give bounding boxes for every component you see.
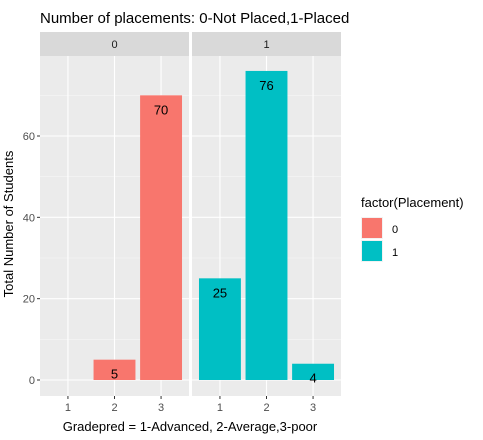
facet-strip <box>192 32 341 56</box>
y-tick-label: 60 <box>23 131 35 143</box>
data-label: 4 <box>309 371 316 386</box>
y-tick-label: 20 <box>23 294 35 306</box>
x-axis-label: Gradepred = 1-Advanced, 2-Average,3-poor <box>63 419 318 434</box>
facet-panels: 0 5 70 1 2 3 1 25 76 4 1 2 3 <box>40 32 341 414</box>
legend-title: factor(Placement) <box>361 195 464 210</box>
x-tick-label: 2 <box>111 402 117 414</box>
facet-strip-label: 1 <box>263 39 269 51</box>
bar-panel1-grade1 <box>198 278 241 380</box>
data-label: 25 <box>213 285 227 300</box>
x-tick-label: 1 <box>217 402 223 414</box>
data-label: 76 <box>259 78 273 93</box>
y-axis: 0 20 40 60 <box>23 131 40 387</box>
y-tick-label: 0 <box>29 375 35 387</box>
bar-panel1-grade2 <box>245 70 288 380</box>
data-label: 5 <box>111 367 118 382</box>
y-axis-label: Total Number of Students <box>1 150 16 297</box>
bar-panel0-grade2 <box>93 359 136 380</box>
y-tick-label: 40 <box>23 212 35 224</box>
legend-label: 0 <box>392 224 398 236</box>
legend-key-1 <box>362 241 382 261</box>
facet-strip-label: 0 <box>111 39 117 51</box>
legend-label: 1 <box>392 247 398 259</box>
x-tick-label: 1 <box>65 402 71 414</box>
bar-panel0-grade3 <box>140 95 183 380</box>
data-label: 70 <box>154 102 168 117</box>
x-tick-label: 2 <box>263 402 269 414</box>
legend: factor(Placement) 0 1 <box>361 195 464 262</box>
legend-key-0 <box>362 218 382 238</box>
chart-title: Number of placements: 0-Not Placed,1-Pla… <box>40 10 349 27</box>
facet-panel-1: 1 25 76 4 1 2 3 <box>192 32 341 414</box>
bar-panel1-grade3 <box>292 363 335 380</box>
facet-panel-0: 0 5 70 1 2 3 <box>40 32 189 414</box>
facet-strip <box>40 32 189 56</box>
x-tick-label: 3 <box>158 402 164 414</box>
x-tick-label: 3 <box>310 402 316 414</box>
